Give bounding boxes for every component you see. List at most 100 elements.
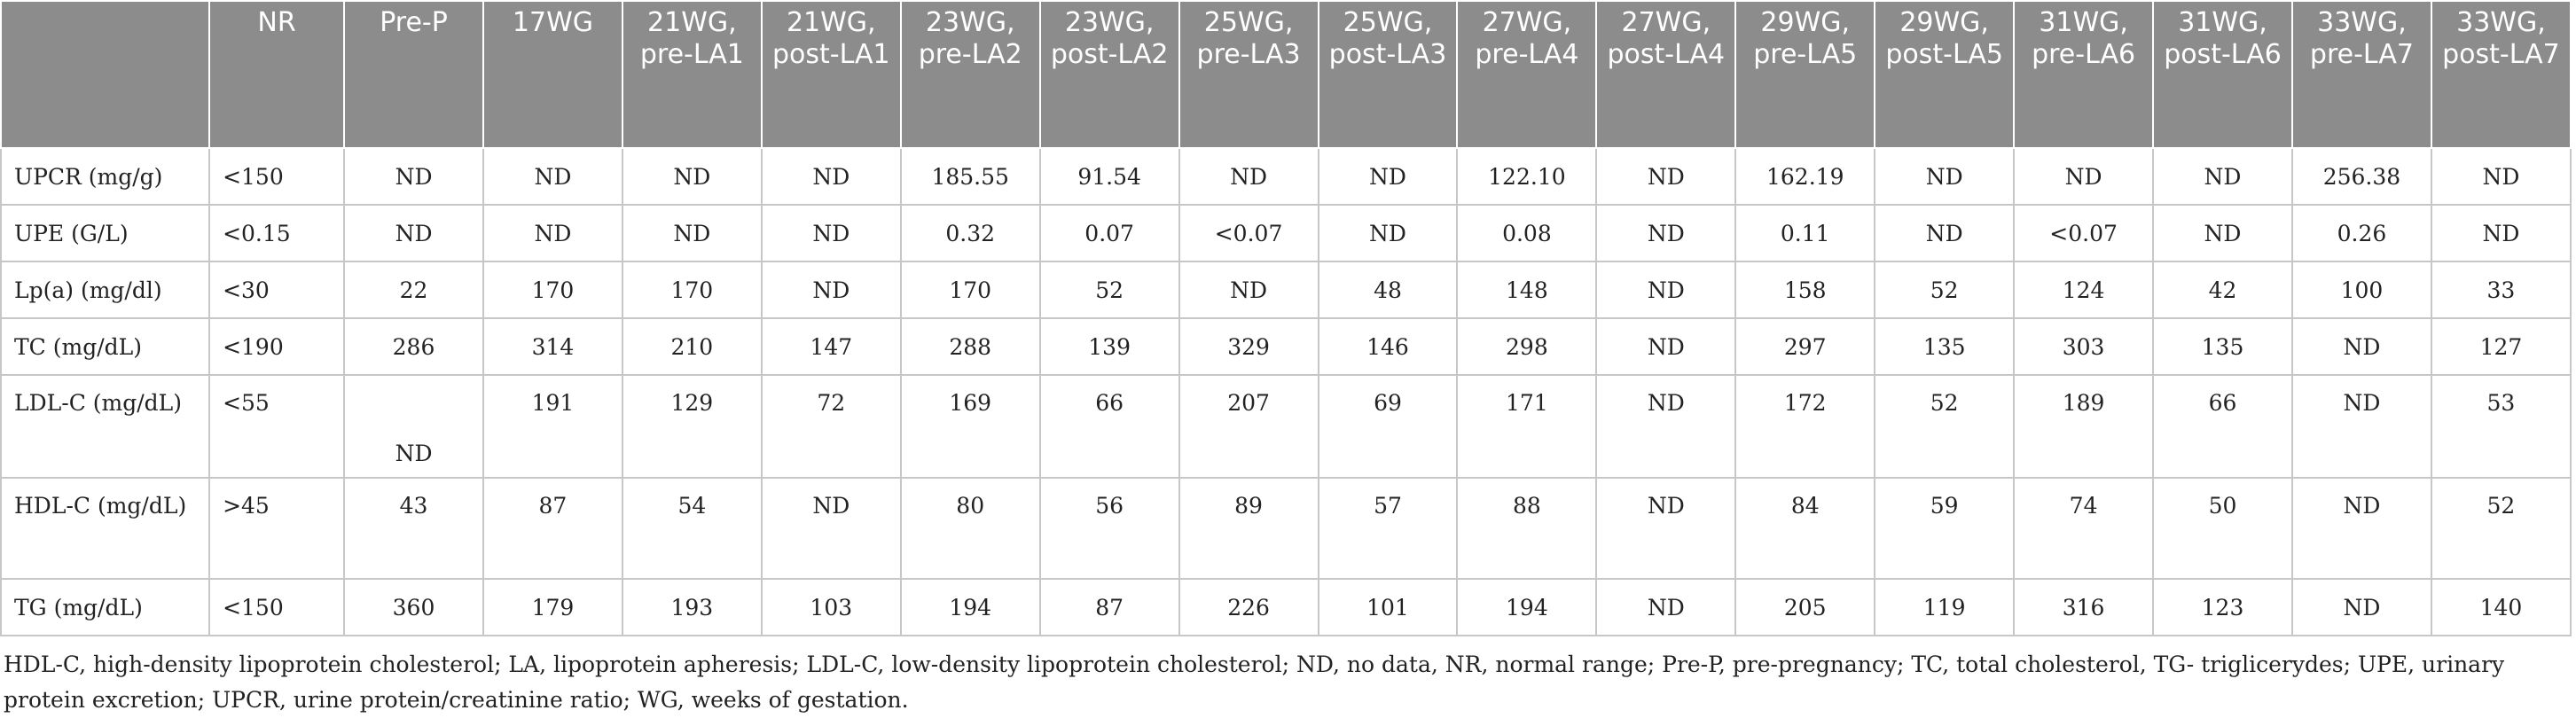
- table-body: UPCR (mg/g) <150 ND ND ND ND 185.55 91.54 ND ND 12…: [0, 147, 2572, 636]
- value-cell: 129: [621, 374, 763, 479]
- value-cell: 103: [760, 578, 902, 636]
- value-cell: 288: [899, 317, 1041, 376]
- value-cell: ND: [1178, 261, 1319, 319]
- value-cell: ND: [2430, 147, 2572, 206]
- column-header: 33WG, post-LA7: [2430, 0, 2572, 149]
- value-cell: 172: [1734, 374, 1876, 479]
- value-cell: 139: [1038, 317, 1180, 376]
- value-cell: ND: [2290, 374, 2432, 479]
- value-cell: 170: [482, 261, 623, 319]
- value-cell: 59: [1874, 477, 2016, 580]
- column-header: Pre-P: [343, 0, 484, 149]
- column-header: 21WG, pre-LA1: [621, 0, 763, 149]
- column-header: 21WG, post-LA1: [760, 0, 902, 149]
- value-cell: ND: [482, 147, 623, 206]
- value-cell: 88: [1456, 477, 1598, 580]
- value-cell: 146: [1317, 317, 1459, 376]
- value-cell: ND: [343, 147, 484, 206]
- value-cell: 52: [1874, 374, 2016, 479]
- value-cell: 210: [621, 317, 763, 376]
- column-header: 33WG, pre-LA7: [2290, 0, 2432, 149]
- value-cell: ND: [2152, 147, 2293, 206]
- table-footnote: HDL-C, high-density lipoprotein choleste…: [4, 652, 2505, 713]
- value-cell: 256.38: [2290, 147, 2432, 206]
- row-label: TG (mg/dL): [0, 578, 211, 636]
- value-cell: ND: [1874, 147, 2016, 206]
- value-cell: 52: [1038, 261, 1180, 319]
- value-cell: <0.07: [1178, 204, 1319, 262]
- column-header: 23WG, post-LA2: [1038, 0, 1180, 149]
- table-row: TC (mg/dL) <190 286 314 210 147 288 139 329 146 29…: [0, 317, 2572, 376]
- value-cell: 50: [2152, 477, 2293, 580]
- value-cell: 66: [2152, 374, 2293, 479]
- value-cell: 140: [2430, 578, 2572, 636]
- normal-range-cell: <190: [208, 317, 346, 376]
- value-cell: 194: [1456, 578, 1598, 636]
- column-header: 29WG, post-LA5: [1874, 0, 2016, 149]
- normal-range-cell: <150: [208, 147, 346, 206]
- value-cell: ND: [2152, 204, 2293, 262]
- value-cell: 191: [482, 374, 623, 479]
- value-cell: 80: [899, 477, 1041, 580]
- value-cell: ND: [1317, 147, 1459, 206]
- value-cell: ND: [343, 374, 484, 479]
- column-header: 17WG: [482, 0, 623, 149]
- value-cell: 48: [1317, 261, 1459, 319]
- value-cell: 0.11: [1734, 204, 1876, 262]
- value-cell: 303: [2013, 317, 2155, 376]
- value-cell: 205: [1734, 578, 1876, 636]
- value-cell: 119: [1874, 578, 2016, 636]
- value-cell: 169: [899, 374, 1041, 479]
- value-cell: 53: [2430, 374, 2572, 479]
- value-cell: 314: [482, 317, 623, 376]
- table-row: UPCR (mg/g) <150 ND ND ND ND 185.55 91.54 ND ND 12…: [0, 147, 2572, 206]
- value-cell: ND: [2290, 477, 2432, 580]
- value-cell: 162.19: [1734, 147, 1876, 206]
- value-cell: 360: [343, 578, 484, 636]
- value-cell: 42: [2152, 261, 2293, 319]
- value-cell: 297: [1734, 317, 1876, 376]
- value-cell: ND: [343, 204, 484, 262]
- value-cell: 171: [1456, 374, 1598, 479]
- value-cell: 22: [343, 261, 484, 319]
- value-cell: ND: [1178, 147, 1319, 206]
- value-cell: ND: [482, 204, 623, 262]
- value-cell: <0.07: [2013, 204, 2155, 262]
- value-cell: 148: [1456, 261, 1598, 319]
- row-label: HDL-C (mg/dL): [0, 477, 211, 580]
- row-label: Lp(a) (mg/dl): [0, 261, 211, 319]
- value-cell: ND: [1595, 374, 1737, 479]
- value-cell: 43: [343, 477, 484, 580]
- value-cell: 91.54: [1038, 147, 1180, 206]
- value-cell: ND: [760, 147, 902, 206]
- value-cell: 194: [899, 578, 1041, 636]
- value-cell: 52: [2430, 477, 2572, 580]
- row-label: TC (mg/dL): [0, 317, 211, 376]
- value-cell: 135: [2152, 317, 2293, 376]
- normal-range-cell: <150: [208, 578, 346, 636]
- value-cell: ND: [2013, 147, 2155, 206]
- value-cell: 193: [621, 578, 763, 636]
- value-cell: 66: [1038, 374, 1180, 479]
- normal-range-cell: <30: [208, 261, 346, 319]
- value-cell: ND: [1595, 317, 1737, 376]
- value-cell: ND: [1595, 147, 1737, 206]
- table-row: LDL-C (mg/dL) <55 ND 191 129 72 169 66 207 69 171 N…: [0, 374, 2572, 479]
- table-row: UPE (G/L) <0.15 ND ND ND ND 0.32 0.07 <0.07 ND 0.0…: [0, 204, 2572, 262]
- value-cell: 57: [1317, 477, 1459, 580]
- value-cell: 170: [899, 261, 1041, 319]
- value-cell: 87: [482, 477, 623, 580]
- lab-results-table: NR Pre-P 17WG 21WG, pre-LA1 21WG, post-L…: [0, 0, 2572, 636]
- value-cell: 298: [1456, 317, 1598, 376]
- header-row: NR Pre-P 17WG 21WG, pre-LA1 21WG, post-L…: [0, 0, 2572, 149]
- value-cell: 207: [1178, 374, 1319, 479]
- value-cell: ND: [1874, 204, 2016, 262]
- value-cell: ND: [2290, 578, 2432, 636]
- value-cell: ND: [760, 477, 902, 580]
- value-cell: ND: [1595, 261, 1737, 319]
- value-cell: ND: [1595, 578, 1737, 636]
- column-header: 31WG, post-LA6: [2152, 0, 2293, 149]
- value-cell: ND: [760, 261, 902, 319]
- row-label: LDL-C (mg/dL): [0, 374, 211, 479]
- value-cell: 87: [1038, 578, 1180, 636]
